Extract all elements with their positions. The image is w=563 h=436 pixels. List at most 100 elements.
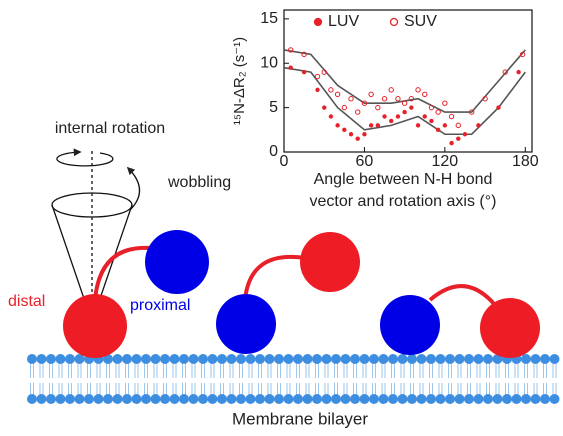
x-tick-label: 60 (356, 153, 374, 170)
lipid-head (369, 394, 379, 404)
data-point (342, 127, 347, 133)
lipid-head (340, 354, 351, 364)
lipid-head (93, 394, 104, 404)
lipid-head (397, 354, 408, 364)
lipid-tails (296, 362, 300, 396)
lipid-head (388, 394, 398, 404)
lipid-head (141, 354, 151, 364)
lipid-head (283, 394, 294, 404)
data-point (402, 109, 407, 115)
lipid-head (549, 354, 560, 364)
lipid-tails (343, 362, 348, 396)
lipid-tails (429, 362, 433, 396)
lipid-head (359, 354, 370, 364)
data-point (362, 132, 367, 137)
x-tick-label: 180 (512, 153, 539, 170)
legend-marker (313, 17, 323, 27)
lipid-head (331, 354, 341, 364)
data-point (375, 123, 381, 128)
lipid-tails (96, 362, 101, 396)
lipid-head (407, 354, 417, 364)
y-tick-label: 10 (260, 54, 278, 71)
data-point (455, 122, 461, 129)
lipid-head (122, 394, 132, 404)
lipid-head (150, 354, 161, 364)
lipid-head (416, 394, 427, 404)
lipid-head (103, 354, 113, 364)
lipid-head (521, 354, 531, 364)
data-point (288, 65, 293, 70)
lipid-tails (210, 362, 215, 396)
lipid-head (407, 394, 417, 404)
lipid-head (274, 394, 284, 404)
lipid-tails (410, 362, 414, 396)
lipid-head (27, 354, 37, 364)
lipid-tails (486, 362, 490, 396)
lipid-head (169, 394, 180, 404)
lipid-tails (391, 362, 395, 396)
lipid-tails (68, 362, 72, 396)
data-point (415, 87, 421, 93)
lipid-head (84, 394, 94, 404)
legend-label: LUV (328, 13, 359, 30)
lipid-head (293, 394, 303, 404)
data-point (395, 114, 401, 119)
lipid-head (511, 394, 522, 404)
lipid-tails (248, 362, 253, 396)
distal-label: distal (8, 293, 45, 310)
lipid-tails (372, 362, 376, 396)
lipid-tails (524, 362, 528, 396)
data-point (401, 100, 408, 106)
lipid-tails (277, 362, 281, 396)
data-point (315, 87, 320, 93)
lipid-tails (315, 362, 319, 396)
lipid-tails (191, 362, 196, 396)
data-point (435, 127, 441, 133)
data-point (322, 105, 327, 110)
lipid-head (131, 354, 142, 364)
data-point (442, 100, 448, 106)
lipid-tails (258, 362, 262, 396)
data-point (355, 109, 361, 115)
lipid-tails (476, 362, 481, 396)
lipid-head (340, 394, 351, 404)
data-point (314, 73, 321, 80)
lipid-tails (267, 362, 272, 396)
lipid-head (55, 394, 66, 404)
lipid-head (464, 354, 474, 364)
lipid-head (350, 394, 360, 404)
lipid-head (445, 394, 455, 404)
lipid-tails (457, 362, 462, 396)
lipid-head (540, 394, 550, 404)
lipid-head (226, 354, 237, 364)
data-point (381, 96, 388, 102)
lipid-head (112, 394, 123, 404)
legend-marker (389, 17, 399, 27)
lipid-head (321, 354, 332, 364)
fit-line (283, 49, 526, 113)
lipid-tails (58, 362, 63, 396)
lipid-tails (229, 362, 234, 396)
lipid-tails (39, 362, 44, 396)
lipid-head (150, 394, 161, 404)
data-point (368, 91, 374, 98)
lipid-head (521, 394, 531, 404)
lipid-tails (87, 362, 91, 396)
lipid-tails (552, 362, 557, 396)
data-point (422, 91, 428, 98)
data-point (321, 69, 327, 75)
x-tick-label: 120 (432, 153, 459, 170)
data-point (375, 104, 381, 111)
lipid-head (103, 394, 113, 404)
lipid-tails (334, 362, 338, 396)
data-point (334, 91, 341, 98)
lipid-tails (115, 362, 120, 396)
lipid-tails (533, 362, 538, 396)
membrane-label: Membrane bilayer (232, 409, 368, 428)
rotation-label: internal rotation (55, 120, 165, 137)
lipid-head (236, 394, 246, 404)
lipid-head (483, 354, 493, 364)
lipid-head (217, 394, 227, 404)
lipid-tails (239, 362, 243, 396)
data-point (468, 109, 475, 115)
